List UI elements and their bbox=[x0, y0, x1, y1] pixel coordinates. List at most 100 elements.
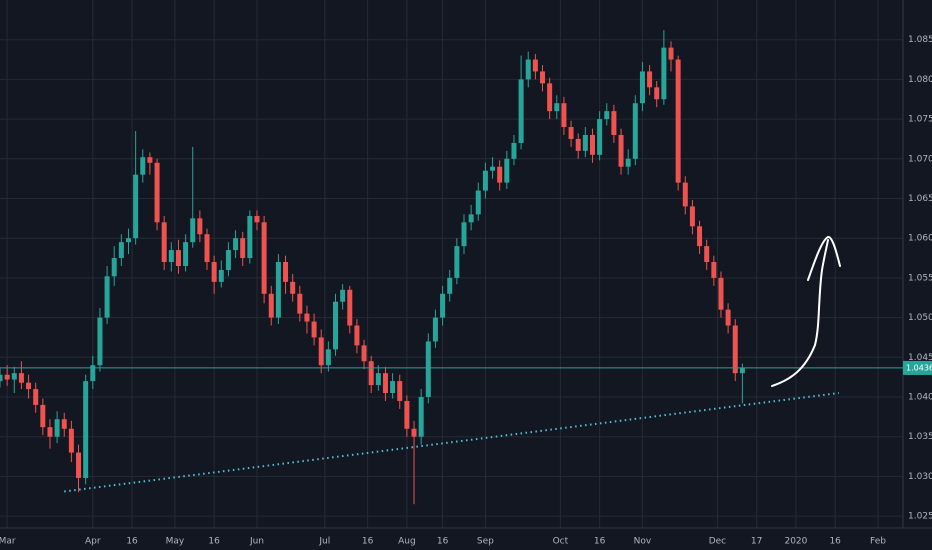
drawn-arrow bbox=[771, 236, 841, 387]
candle-body bbox=[461, 222, 467, 247]
candle-body bbox=[104, 276, 110, 318]
candle-body bbox=[589, 134, 595, 155]
candle-body bbox=[233, 238, 239, 251]
candle-body bbox=[133, 174, 139, 239]
x-tick-label: Mar bbox=[0, 537, 16, 547]
candle-body bbox=[682, 182, 688, 207]
candle-body bbox=[475, 190, 481, 215]
candle-body bbox=[689, 206, 695, 227]
candle-body bbox=[397, 381, 403, 401]
candle-body bbox=[11, 373, 17, 380]
candle-body bbox=[47, 427, 53, 437]
candle-body bbox=[711, 262, 717, 278]
x-tick-label: Dec bbox=[709, 537, 726, 547]
candle-body bbox=[347, 289, 353, 326]
y-tick-label: 1.05000 bbox=[908, 313, 932, 323]
x-tick-label: 16 bbox=[126, 537, 138, 547]
candle-body bbox=[561, 103, 567, 128]
candle-body bbox=[732, 325, 738, 374]
candle-body bbox=[704, 246, 710, 263]
candle-body bbox=[547, 83, 553, 112]
candle-body bbox=[68, 428, 74, 453]
candle-body bbox=[425, 341, 431, 397]
candle-body bbox=[161, 222, 167, 263]
x-tick-label: 16 bbox=[208, 537, 220, 547]
candle-body bbox=[468, 214, 474, 223]
candle-body bbox=[183, 242, 189, 266]
candle-body bbox=[340, 289, 346, 302]
candle-body bbox=[611, 111, 617, 135]
candle-body bbox=[4, 374, 10, 380]
candle-body bbox=[490, 166, 496, 171]
candle-body bbox=[582, 134, 588, 151]
last-price-box bbox=[903, 360, 932, 375]
candle-body bbox=[647, 71, 653, 88]
candle-body bbox=[97, 317, 103, 366]
y-tick-label: 1.08500 bbox=[908, 35, 932, 45]
x-tick-label: Jun bbox=[249, 537, 264, 547]
candle-body bbox=[254, 215, 260, 223]
candle-body bbox=[604, 111, 610, 120]
candle-body bbox=[361, 345, 367, 362]
candle-body bbox=[0, 374, 3, 382]
candle-body bbox=[597, 119, 603, 155]
candle-body bbox=[625, 158, 631, 167]
candle-body bbox=[83, 381, 89, 478]
candle-body bbox=[140, 157, 146, 175]
candle-body bbox=[632, 103, 638, 159]
x-tick-label: 16 bbox=[362, 537, 374, 547]
candle-body bbox=[154, 162, 160, 223]
candle-body bbox=[333, 301, 339, 350]
candle-body bbox=[454, 246, 460, 278]
candle-body bbox=[390, 381, 396, 394]
y-tick-label: 1.08000 bbox=[908, 75, 932, 85]
x-tick-label: 16 bbox=[437, 537, 449, 547]
candle-body bbox=[618, 134, 624, 167]
candle-body bbox=[668, 47, 674, 60]
candle-body bbox=[497, 166, 503, 183]
candle-body bbox=[411, 428, 417, 437]
candle-body bbox=[511, 142, 517, 159]
candle-body bbox=[111, 258, 117, 277]
candle-body bbox=[125, 238, 131, 243]
y-tick-label: 1.06500 bbox=[908, 194, 932, 204]
candle-body bbox=[525, 59, 531, 80]
candle-body bbox=[368, 361, 374, 386]
candle-body bbox=[718, 277, 724, 310]
x-tick-label: 16 bbox=[829, 537, 841, 547]
candle-body bbox=[261, 222, 267, 294]
candle-body bbox=[697, 226, 703, 247]
candle-body bbox=[432, 317, 438, 342]
candle-body bbox=[147, 157, 153, 163]
candle-body bbox=[440, 293, 446, 318]
candle-body bbox=[739, 367, 745, 374]
y-tick-label: 1.07500 bbox=[908, 115, 932, 125]
candle-body bbox=[447, 277, 453, 294]
candle-body bbox=[118, 242, 124, 259]
candle-body bbox=[290, 281, 296, 294]
candle-body bbox=[675, 59, 681, 183]
x-tick-label: Nov bbox=[634, 537, 652, 547]
candle-body bbox=[90, 365, 96, 382]
trendline bbox=[64, 392, 839, 493]
candle-body bbox=[375, 373, 381, 386]
y-tick-label: 1.04000 bbox=[908, 392, 932, 402]
candle-body bbox=[168, 250, 174, 263]
x-tick-label: 16 bbox=[594, 537, 606, 547]
candle-body bbox=[240, 238, 246, 259]
x-tick-label: Apr bbox=[85, 537, 101, 547]
candle-body bbox=[654, 87, 660, 100]
y-tick-label: 1.07000 bbox=[908, 154, 932, 164]
candle-body bbox=[725, 309, 731, 326]
y-tick-label: 1.05500 bbox=[908, 273, 932, 283]
x-tick-label: Jul bbox=[318, 537, 330, 547]
candle-body bbox=[540, 71, 546, 84]
candle-body bbox=[275, 262, 281, 318]
x-tick-label: Sep bbox=[477, 537, 494, 547]
candle-body bbox=[190, 218, 196, 243]
candle-body bbox=[532, 59, 538, 72]
candle-body bbox=[304, 313, 310, 322]
candle-body bbox=[40, 404, 46, 428]
